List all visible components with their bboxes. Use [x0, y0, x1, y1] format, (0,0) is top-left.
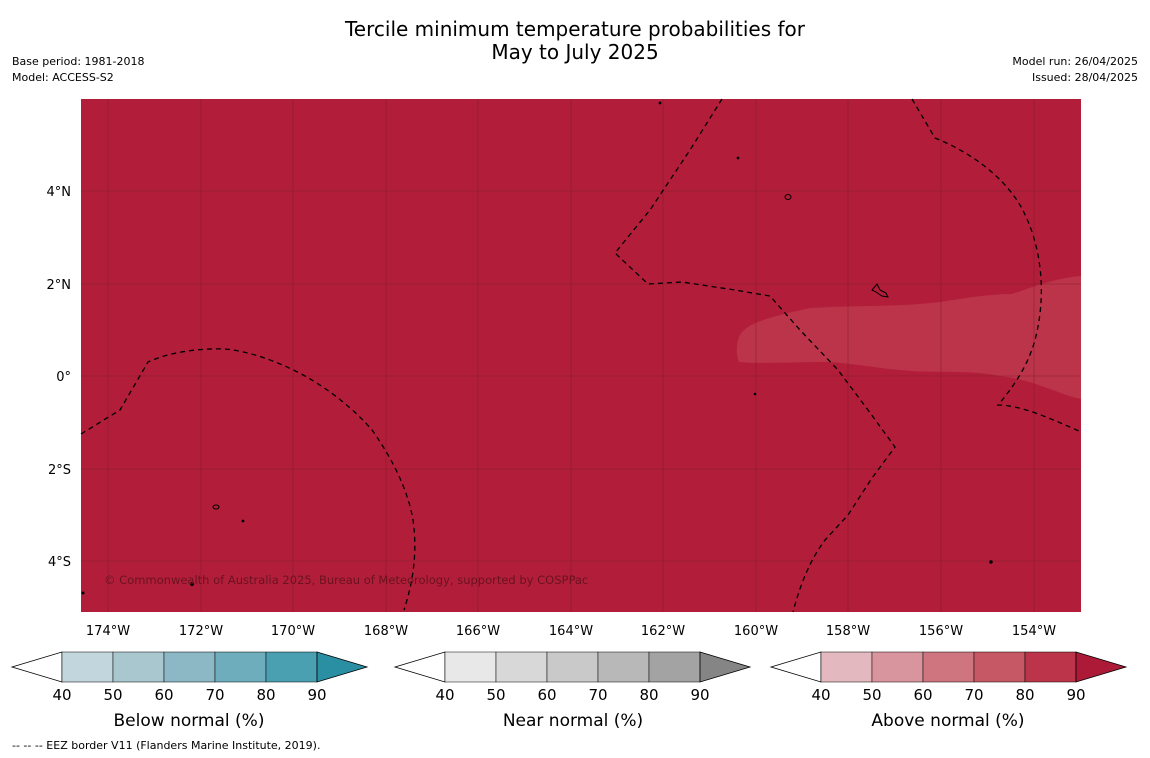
colorbar-title: Above normal (%) [871, 711, 1024, 731]
colorbar-title: Near normal (%) [503, 711, 643, 731]
lon-label: 164°W [549, 624, 593, 639]
colorbar-tick-label: 70 [964, 686, 983, 704]
lat-label: 2°N [47, 278, 72, 293]
colorbar-tick-label: 90 [307, 686, 326, 704]
model-run: Model run: 26/04/2025 [1012, 55, 1138, 68]
model-name: Model: ACCESS-S2 [12, 71, 114, 84]
colorbar-segment [648, 651, 701, 683]
islands [81, 101, 993, 595]
eez-legend-note: -- -- -- EEZ border V11 (Flanders Marine… [12, 739, 321, 752]
issued-date: Issued: 28/04/2025 [1031, 71, 1138, 84]
colorbar-near-normal: Near normal (%) 40 50 60 70 80 90 [393, 651, 752, 731]
lon-label: 174°W [86, 624, 130, 639]
colorbar-segment [922, 651, 975, 683]
colorbar-segment [444, 651, 497, 683]
colorbar-below-normal: Below normal (%) 40 50 60 70 80 90 [10, 651, 369, 731]
colorbar-segment [163, 651, 216, 683]
lower-probability-zone [736, 276, 1081, 399]
colorbar-tick-label: 40 [435, 686, 454, 704]
colorbar-segment [820, 651, 873, 683]
lat-label: 0° [56, 370, 71, 385]
colorbar-segment [1024, 651, 1077, 683]
eez-borders [80, 98, 1082, 613]
title-line-2: May to July 2025 [491, 40, 659, 64]
graticule [81, 99, 1081, 612]
colorbar-tick-label: 80 [639, 686, 658, 704]
lon-label: 170°W [271, 624, 315, 639]
colorbar-segment [973, 651, 1026, 683]
colorbar-tick-label: 70 [205, 686, 224, 704]
colorbar-extend-low [769, 651, 822, 683]
colorbar-segment [214, 651, 267, 683]
colorbar-segment [112, 651, 165, 683]
lon-label: 166°W [456, 624, 500, 639]
lon-label: 160°W [734, 624, 778, 639]
longitude-labels: 174°W 172°W 170°W 168°W 166°W 164°W 162°… [86, 624, 1056, 639]
lon-label: 156°W [919, 624, 963, 639]
lat-label: 4°N [47, 185, 72, 200]
colorbar-tick-label: 60 [913, 686, 932, 704]
colorbar-segment [871, 651, 924, 683]
colorbar-tick-label: 90 [1066, 686, 1085, 704]
map-copyright: © Commonwealth of Australia 2025, Bureau… [104, 573, 588, 587]
colorbar-tick-label: 60 [537, 686, 556, 704]
lon-label: 158°W [826, 624, 870, 639]
colorbar-tick-label: 60 [154, 686, 173, 704]
metadata-right: Model run: 26/04/2025 Issued: 28/04/2025 [1012, 54, 1138, 86]
colorbar-tick-label: 40 [811, 686, 830, 704]
lon-label: 168°W [364, 624, 408, 639]
latitude-labels: 4°N 2°N 0° 2°S 4°S [47, 185, 72, 570]
colorbar-segment [546, 651, 599, 683]
colorbar-tick-label: 50 [486, 686, 505, 704]
colorbar-segment [61, 651, 114, 683]
colorbar-segment [495, 651, 548, 683]
colorbar-tick-label: 80 [1015, 686, 1034, 704]
lat-label: 2°S [48, 463, 71, 478]
colorbar-extend-high [1075, 651, 1128, 683]
colorbar-tick-label: 50 [862, 686, 881, 704]
lon-label: 172°W [179, 624, 223, 639]
colorbar-segment [265, 651, 318, 683]
colorbar-above-normal: Above normal (%) 40 50 60 70 80 90 [769, 651, 1128, 731]
colorbar-extend-high [316, 651, 369, 683]
colorbar-extend-low [393, 651, 446, 683]
colorbar-tick-label: 90 [690, 686, 709, 704]
lon-label: 162°W [641, 624, 685, 639]
colorbar-tick-label: 70 [588, 686, 607, 704]
colorbar-segment [597, 651, 650, 683]
chart-title: Tercile minimum temperature probabilitie… [0, 18, 1150, 64]
colorbar-extend-high [699, 651, 752, 683]
colorbar-title: Below normal (%) [114, 711, 265, 731]
metadata-left: Base period: 1981-2018 Model: ACCESS-S2 [12, 54, 144, 86]
colorbar-tick-label: 40 [52, 686, 71, 704]
colorbar-tick-label: 80 [256, 686, 275, 704]
colorbar-tick-label: 50 [103, 686, 122, 704]
lon-label: 154°W [1012, 624, 1056, 639]
title-line-1: Tercile minimum temperature probabilitie… [344, 17, 806, 41]
base-period: Base period: 1981-2018 [12, 55, 145, 68]
colorbar-extend-low [10, 651, 63, 683]
lat-label: 4°S [48, 555, 71, 570]
